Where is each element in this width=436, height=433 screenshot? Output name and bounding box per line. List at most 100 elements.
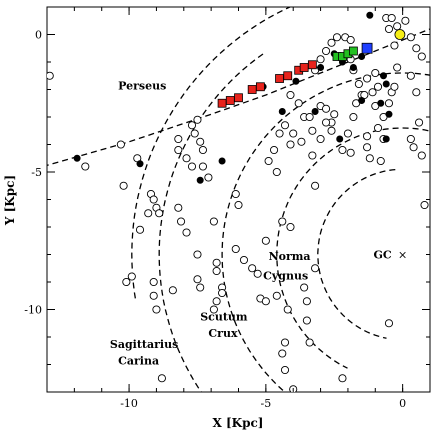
open-circle-point — [275, 129, 284, 138]
open-circle-point — [174, 203, 183, 212]
open-circle-point — [135, 225, 145, 234]
red-square-point — [275, 74, 284, 83]
open-circle-point — [204, 173, 213, 182]
open-circle-point — [149, 195, 158, 204]
open-circle-point — [390, 82, 399, 91]
open-circle-point — [174, 134, 183, 144]
open-circle-point — [231, 189, 240, 199]
filled-circle-point — [311, 108, 319, 116]
open-circle-point — [193, 275, 202, 284]
arm-curve-4 — [276, 127, 430, 369]
open-circle-point — [384, 319, 394, 328]
open-circle-point — [412, 88, 421, 97]
open-circle-point — [343, 129, 352, 138]
open-circle-point — [47, 71, 54, 80]
open-circle-point — [300, 283, 309, 292]
open-circle-point — [218, 288, 227, 298]
open-circle-point — [365, 154, 374, 163]
open-circle-point — [316, 55, 325, 64]
data-points-layer — [47, 11, 429, 392]
open-circle-point — [406, 71, 415, 80]
open-circle-point — [212, 297, 221, 306]
open-circle-point — [409, 143, 418, 152]
filled-circle-point — [136, 160, 144, 168]
open-circle-point — [373, 82, 383, 91]
open-circle-point — [401, 16, 410, 25]
x-tick-label: -10 — [120, 397, 138, 410]
open-circle-point — [297, 137, 306, 146]
open-circle-point — [149, 277, 158, 287]
open-circle-point — [346, 148, 355, 157]
open-circle-point — [338, 145, 347, 155]
red-square-point — [247, 85, 257, 94]
open-circle-point — [415, 118, 424, 127]
open-circle-point — [311, 181, 320, 190]
open-circle-point — [286, 140, 295, 149]
open-circle-point — [346, 35, 355, 45]
open-circle-point — [376, 156, 385, 166]
open-circle-point — [354, 79, 363, 89]
open-circle-point — [264, 156, 273, 166]
open-circle-point — [286, 222, 295, 232]
open-circle-point — [390, 41, 399, 50]
red-square-point — [217, 98, 227, 108]
open-circle-point — [280, 365, 290, 375]
red-square-point — [234, 93, 243, 103]
open-circle-point — [212, 258, 221, 267]
open-circle-point — [406, 33, 415, 42]
red-square-point — [255, 82, 265, 92]
open-circle-point — [119, 181, 128, 190]
filled-circle-point — [358, 97, 366, 105]
open-circle-point — [127, 272, 136, 281]
open-circle-point — [187, 162, 197, 171]
filled-circle-point — [73, 154, 81, 162]
open-circle-point — [280, 338, 290, 347]
gc-label: GC — [373, 249, 391, 262]
axis-ticks-layer: -10 -5 0 0 -5 -10 — [24, 6, 431, 410]
open-circle-point — [308, 126, 317, 135]
filled-circle-point — [379, 72, 387, 80]
arm-label: Sagittarius — [110, 338, 178, 351]
y-tick-label: 0 — [35, 29, 42, 42]
open-circle-point — [116, 140, 125, 149]
gc-marker: × — [398, 249, 407, 262]
open-circle-point — [182, 228, 191, 237]
arm-label: Perseus — [118, 80, 166, 93]
open-circle-point — [168, 286, 177, 295]
open-circle-point — [308, 151, 317, 160]
open-circle-point — [209, 305, 218, 314]
open-circle-point — [363, 74, 372, 83]
filled-circle-point — [218, 157, 226, 165]
open-circle-point — [272, 167, 281, 177]
open-circle-point — [321, 118, 331, 127]
filled-circle-point — [382, 135, 390, 143]
open-circle-point — [193, 250, 202, 259]
filled-circle-point — [382, 80, 390, 88]
open-circle-point — [384, 24, 394, 34]
open-circle-point — [278, 217, 287, 226]
open-circle-point — [393, 63, 402, 72]
open-circle-point — [417, 52, 426, 61]
open-circle-point — [209, 217, 218, 226]
blue-square-point — [361, 42, 373, 54]
open-circle-point — [332, 33, 342, 42]
open-circle-point — [272, 291, 281, 300]
open-circle-point — [182, 154, 191, 163]
filled-circle-point — [349, 64, 357, 72]
x-tick-label: 0 — [399, 397, 406, 410]
open-circle-point — [406, 134, 415, 144]
red-square-point — [283, 71, 293, 81]
open-circle-point — [152, 305, 161, 314]
open-circle-point — [174, 145, 183, 155]
open-circle-point — [198, 145, 207, 155]
arm-label: Norma — [269, 250, 311, 263]
filled-circle-point — [196, 176, 204, 184]
open-circle-point — [234, 200, 243, 210]
open-circle-point — [302, 316, 311, 325]
arm-label: Crux — [208, 327, 238, 340]
arm-label: Cygnus — [263, 269, 308, 282]
filled-circle-point — [358, 52, 366, 60]
open-circle-point — [193, 115, 202, 124]
open-circle-point — [321, 104, 331, 113]
open-circle-point — [231, 244, 240, 254]
